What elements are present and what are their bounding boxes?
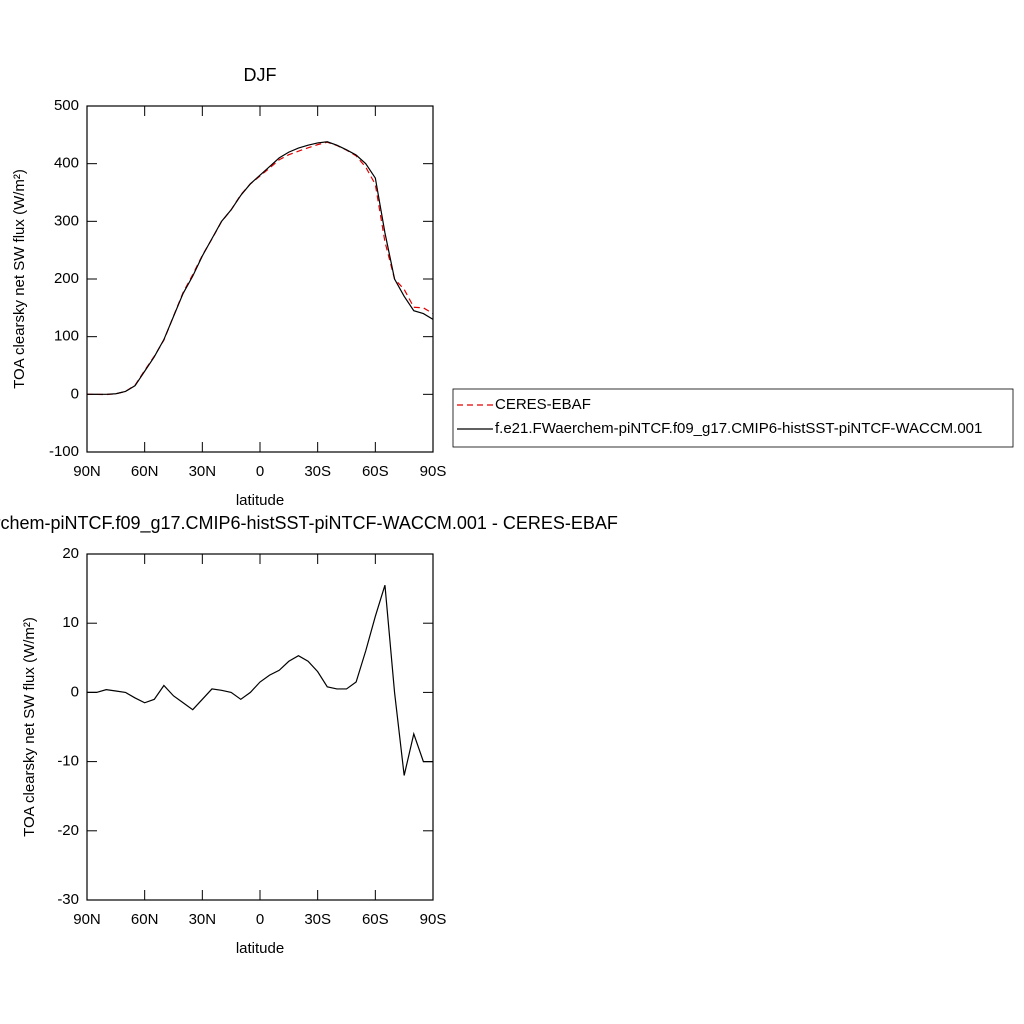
y-tick-label: -20 xyxy=(57,822,79,839)
data-line xyxy=(87,141,434,396)
data-line xyxy=(87,584,433,776)
x-tick-label: 90N xyxy=(73,463,101,480)
y-axis-label: TOA clearsky net SW flux (W/m²) xyxy=(21,617,38,837)
y-tick-label: -30 xyxy=(57,891,79,908)
y-tick-label: 100 xyxy=(54,328,79,345)
y-tick-label: -100 xyxy=(49,443,79,460)
y-tick-label: 200 xyxy=(54,270,79,287)
y-tick-label: 500 xyxy=(54,97,79,114)
x-tick-label: 30N xyxy=(189,911,217,928)
x-tick-label: 30N xyxy=(189,463,217,480)
y-tick-label: 20 xyxy=(62,545,79,562)
data-line xyxy=(87,141,434,395)
y-tick-label: 0 xyxy=(71,683,79,700)
x-axis-label: latitude xyxy=(236,492,284,509)
chart-title: DJF xyxy=(244,65,277,85)
x-tick-label: 30S xyxy=(304,463,331,480)
legend-label: f.e21.FWaerchem-piNTCF.f09_g17.CMIP6-his… xyxy=(495,420,982,437)
y-tick-label: 0 xyxy=(71,385,79,402)
legend-label: CERES-EBAF xyxy=(495,396,591,413)
x-tick-label: 90S xyxy=(420,911,447,928)
x-tick-label: 90N xyxy=(73,911,101,928)
x-tick-label: 60N xyxy=(131,911,159,928)
x-tick-label: 60S xyxy=(362,911,389,928)
chart-title: f.e21.FWaerchem-piNTCF.f09_g17.CMIP6-his… xyxy=(0,513,618,534)
x-tick-label: 0 xyxy=(256,463,264,480)
y-tick-label: -10 xyxy=(57,753,79,770)
x-tick-label: 0 xyxy=(256,911,264,928)
y-tick-label: 10 xyxy=(62,614,79,631)
x-tick-label: 60N xyxy=(131,463,159,480)
y-axis-label: TOA clearsky net SW flux (W/m²) xyxy=(11,169,28,389)
x-axis-label: latitude xyxy=(236,940,284,957)
legend-box xyxy=(452,388,1014,448)
y-tick-label: 300 xyxy=(54,212,79,229)
plot-frame xyxy=(86,105,434,453)
plot-frame xyxy=(86,553,434,901)
y-tick-label: 400 xyxy=(54,155,79,172)
x-tick-label: 90S xyxy=(420,463,447,480)
x-tick-label: 60S xyxy=(362,463,389,480)
x-tick-label: 30S xyxy=(304,911,331,928)
